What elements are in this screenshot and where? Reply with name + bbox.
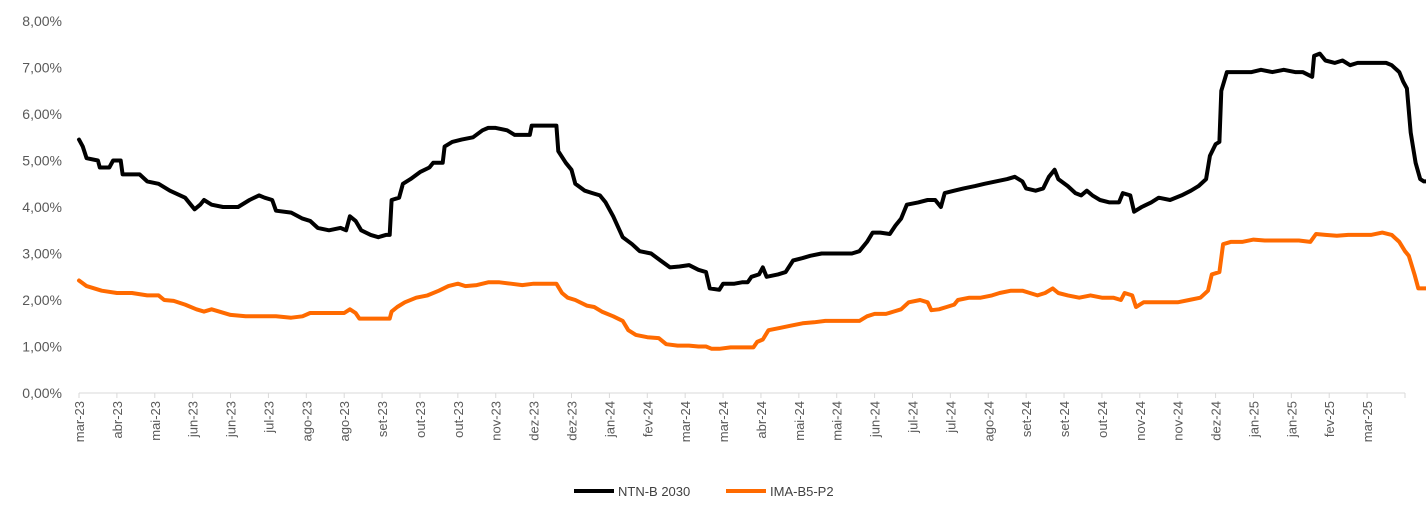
- x-tick-label: jan-25: [1284, 401, 1299, 438]
- x-tick-label: set-24: [1019, 401, 1034, 437]
- x-tick-label: fev-24: [640, 401, 655, 437]
- series-line-2: [77, 230, 1426, 351]
- y-tick-label: 4,00%: [22, 199, 62, 215]
- x-tick-label: jan-25: [1246, 401, 1261, 438]
- x-tick-label: mai-23: [148, 401, 163, 441]
- series-lines: [77, 51, 1426, 351]
- legend-label-2: IMA-B5-P2: [770, 484, 834, 499]
- x-tick-label: jun-23: [186, 401, 201, 438]
- series-line-1: [77, 51, 1426, 292]
- legend: NTN-B 2030 IMA-B5-P2: [574, 484, 834, 499]
- x-tick-label: dez-23: [527, 401, 542, 441]
- x-tick-label: out-24: [1095, 401, 1110, 438]
- x-tick-label: jul-23: [261, 401, 276, 434]
- x-tick-label: nov-24: [1171, 401, 1186, 441]
- y-tick-label: 3,00%: [22, 246, 62, 262]
- x-tick-label: nov-24: [1133, 401, 1148, 441]
- x-tick-label: set-24: [1057, 401, 1072, 437]
- x-tick-label: jul-24: [905, 401, 920, 434]
- y-tick-label: 1,00%: [22, 339, 62, 355]
- x-tick-label: nov-23: [489, 401, 504, 441]
- x-tick-label: out-23: [451, 401, 466, 438]
- x-tick-label: mai-24: [830, 401, 845, 441]
- x-axis-ticks: mar-23 abr-23 mai-23 jun-23 jun-23 jul-23 ago-…: [72, 393, 1406, 442]
- x-tick-label: mar-23: [72, 401, 87, 442]
- x-tick-label: ago-24: [981, 401, 996, 441]
- x-tick-label: abr-23: [110, 401, 125, 439]
- x-tick-label: ago-23: [299, 401, 314, 441]
- x-tick-label: dez-23: [565, 401, 580, 441]
- x-tick-label: set-23: [375, 401, 390, 437]
- x-tick-label: jun-23: [224, 401, 239, 438]
- x-tick-label: out-23: [413, 401, 428, 438]
- y-tick-label: 2,00%: [22, 292, 62, 308]
- y-tick-label: 5,00%: [22, 153, 62, 169]
- x-tick-label: abr-24: [754, 401, 769, 439]
- x-tick-label: jan-24: [602, 401, 617, 438]
- x-tick-label: mar-25: [1360, 401, 1375, 442]
- x-tick-label: jul-24: [943, 401, 958, 434]
- x-tick-label: mar-24: [678, 401, 693, 442]
- x-tick-label: ago-23: [337, 401, 352, 441]
- x-tick-label: fev-25: [1322, 401, 1337, 437]
- y-axis-ticks: 0,00% 1,00% 2,00% 3,00% 4,00% 5,00% 6,00% 7,00%…: [22, 13, 62, 401]
- y-tick-label: 8,00%: [22, 13, 62, 29]
- x-tick-label: mai-24: [792, 401, 807, 441]
- y-tick-label: 7,00%: [22, 60, 62, 76]
- y-tick-label: 6,00%: [22, 106, 62, 122]
- legend-label-1: NTN-B 2030: [618, 484, 690, 499]
- x-tick-label: jun-24: [868, 401, 883, 438]
- x-tick-label: dez-24: [1209, 401, 1224, 441]
- x-tick-label: mar-24: [716, 401, 731, 442]
- y-tick-label: 0,00%: [22, 385, 62, 401]
